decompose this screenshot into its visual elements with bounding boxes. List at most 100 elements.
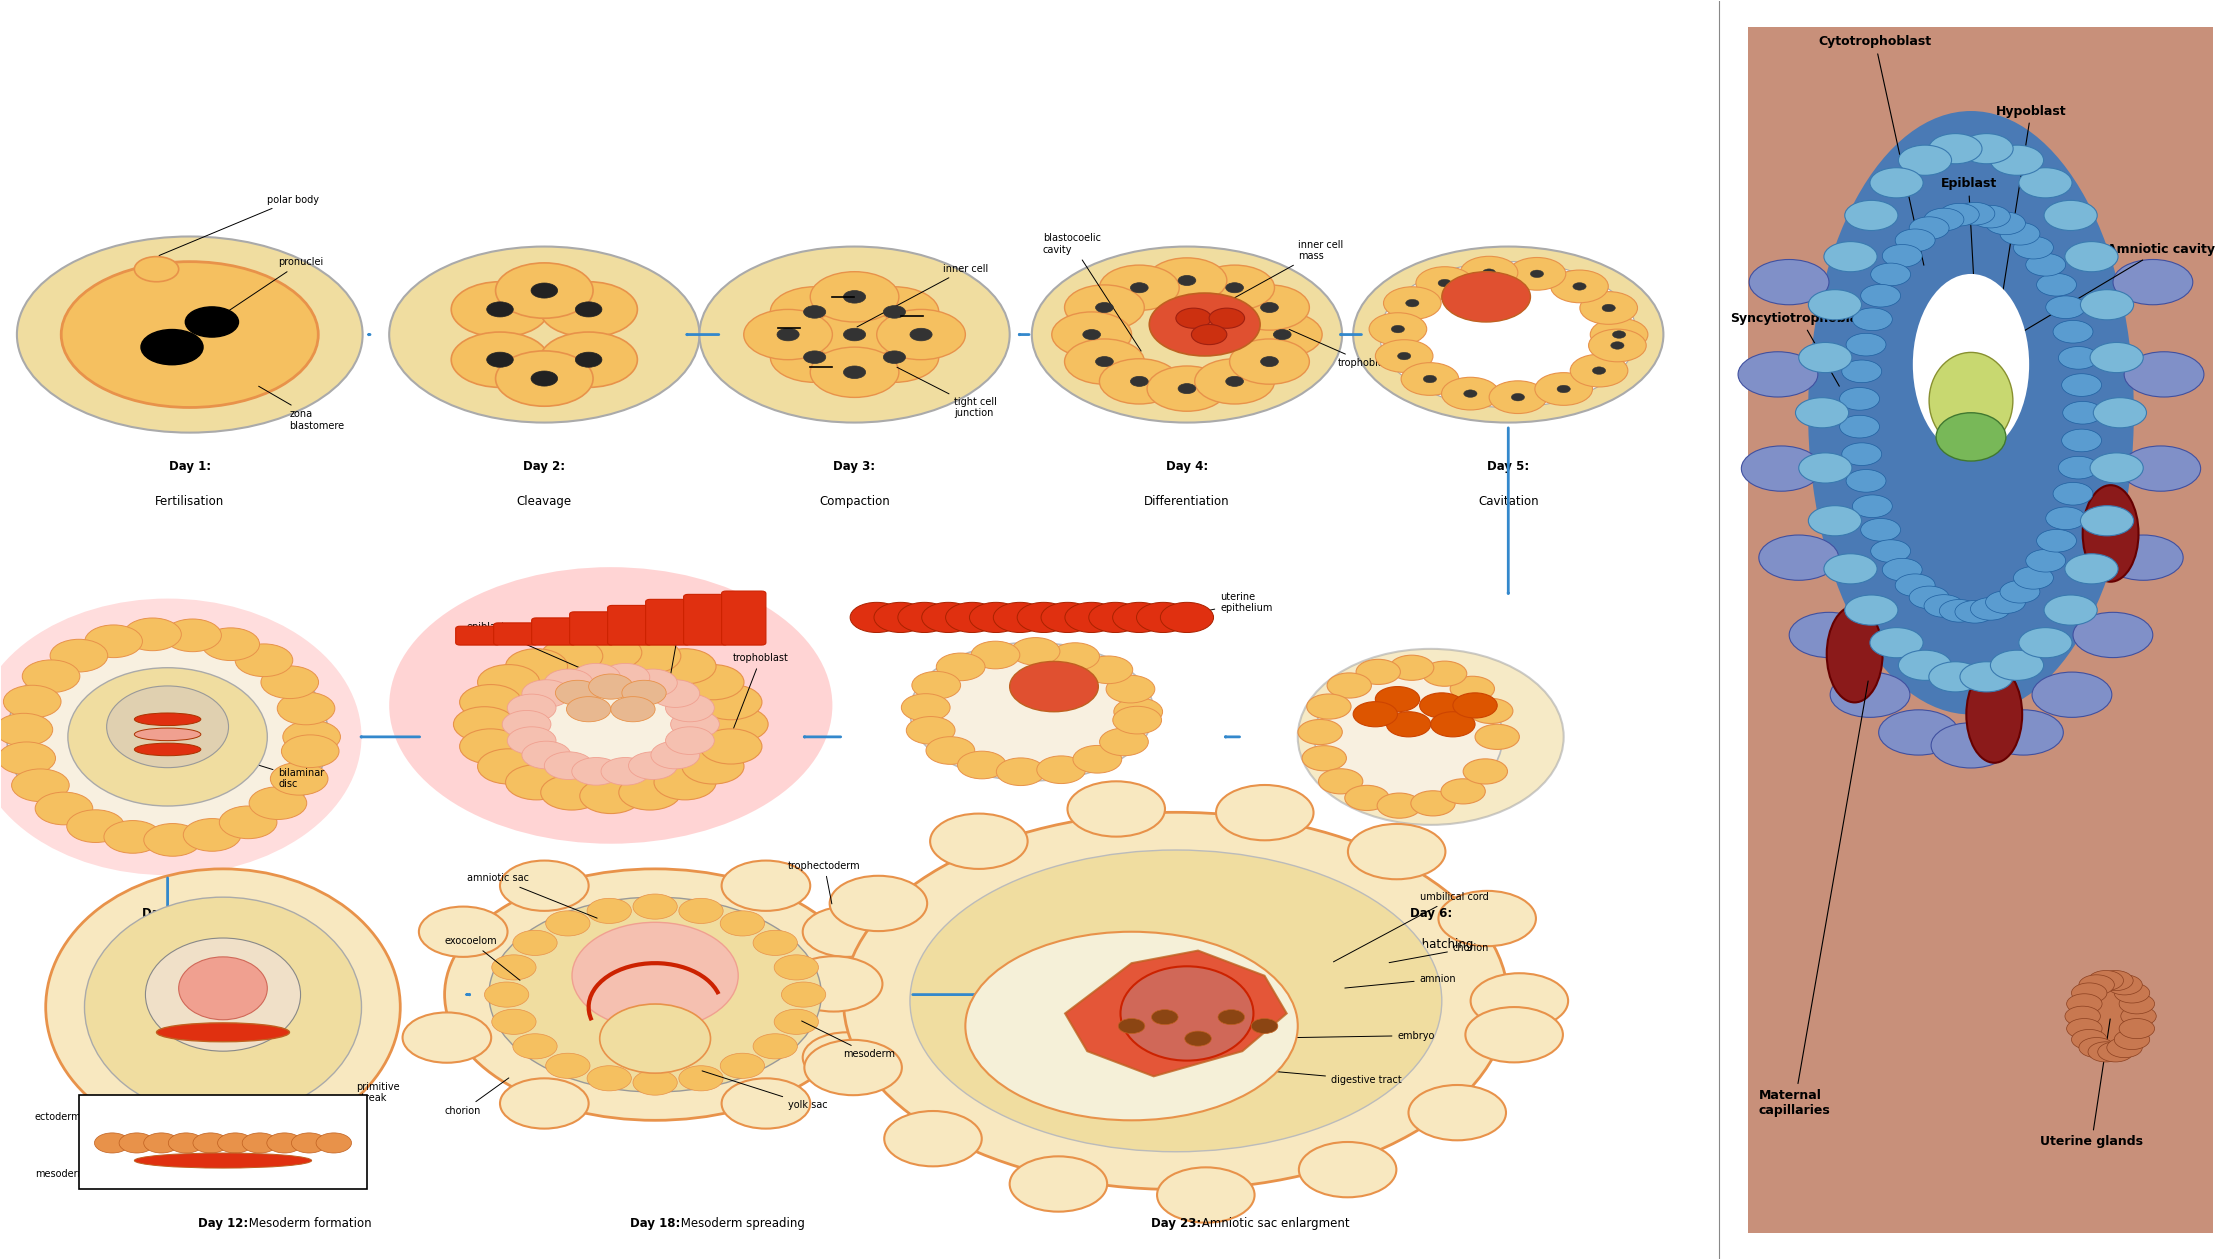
Circle shape	[1512, 393, 1525, 401]
Circle shape	[721, 861, 811, 911]
Circle shape	[876, 310, 965, 359]
Circle shape	[484, 982, 529, 1007]
Ellipse shape	[108, 685, 228, 767]
Circle shape	[403, 1013, 491, 1062]
Circle shape	[1557, 386, 1570, 393]
Ellipse shape	[134, 713, 202, 726]
Circle shape	[103, 820, 161, 853]
Circle shape	[1033, 247, 1342, 422]
Circle shape	[1230, 285, 1310, 330]
Circle shape	[1095, 357, 1113, 367]
Circle shape	[997, 759, 1046, 785]
Circle shape	[2045, 595, 2097, 625]
Circle shape	[753, 1033, 797, 1058]
Circle shape	[1131, 282, 1149, 292]
Text: Epiblast: Epiblast	[1940, 178, 1996, 396]
Circle shape	[2014, 237, 2054, 260]
Circle shape	[2079, 975, 2115, 995]
Circle shape	[2068, 994, 2101, 1014]
Text: Amniotic cavity: Amniotic cavity	[2012, 243, 2215, 339]
Text: uterine
epithelium: uterine epithelium	[1178, 591, 1272, 617]
Circle shape	[2119, 994, 2155, 1014]
Circle shape	[634, 895, 676, 919]
Circle shape	[22, 660, 81, 693]
Circle shape	[513, 1033, 558, 1058]
Circle shape	[506, 765, 567, 800]
Circle shape	[2108, 1037, 2141, 1057]
Text: Cavitation: Cavitation	[1478, 495, 1539, 509]
Circle shape	[540, 282, 638, 338]
Circle shape	[2045, 296, 2085, 319]
Circle shape	[2094, 398, 2146, 428]
Text: Day 23:: Day 23:	[1151, 1217, 1201, 1230]
Ellipse shape	[146, 937, 300, 1051]
Text: ectoderm: ectoderm	[34, 1113, 121, 1142]
Circle shape	[1463, 389, 1476, 397]
Circle shape	[1113, 698, 1163, 726]
Text: Maternal
capillaries: Maternal capillaries	[1758, 680, 1868, 1118]
Text: amnion: amnion	[1344, 974, 1456, 988]
Ellipse shape	[571, 922, 739, 1029]
Circle shape	[699, 247, 1010, 422]
FancyBboxPatch shape	[607, 605, 652, 645]
Circle shape	[1149, 294, 1261, 355]
Circle shape	[1570, 354, 1628, 387]
Circle shape	[547, 1053, 589, 1079]
Circle shape	[1299, 1142, 1396, 1197]
Ellipse shape	[1120, 966, 1254, 1061]
Circle shape	[2079, 1037, 2115, 1057]
Circle shape	[2072, 612, 2153, 658]
Circle shape	[1051, 643, 1100, 670]
Circle shape	[1588, 329, 1646, 362]
Text: Zona hatching: Zona hatching	[1389, 937, 1474, 951]
Circle shape	[1147, 365, 1228, 411]
Ellipse shape	[1935, 413, 2005, 461]
FancyBboxPatch shape	[721, 591, 766, 645]
Circle shape	[629, 752, 676, 780]
Circle shape	[506, 649, 567, 684]
Circle shape	[1440, 779, 1485, 804]
Circle shape	[1991, 145, 2043, 175]
Circle shape	[1590, 319, 1649, 350]
Circle shape	[2059, 346, 2099, 369]
Circle shape	[2061, 374, 2101, 397]
Circle shape	[1870, 168, 1924, 198]
Circle shape	[1176, 309, 1212, 329]
Text: Day 12:: Day 12:	[197, 1217, 249, 1230]
Circle shape	[164, 619, 222, 651]
Circle shape	[1073, 746, 1122, 774]
Circle shape	[2000, 581, 2041, 604]
Circle shape	[522, 741, 571, 769]
Circle shape	[1185, 1031, 1212, 1046]
Circle shape	[2119, 1018, 2155, 1038]
Ellipse shape	[1913, 273, 2029, 455]
Text: umbilical cord: umbilical cord	[1333, 892, 1487, 961]
Circle shape	[1870, 263, 1911, 286]
Circle shape	[500, 861, 589, 911]
Circle shape	[1053, 312, 1131, 357]
Circle shape	[936, 653, 986, 680]
Circle shape	[1398, 353, 1411, 360]
Circle shape	[1897, 145, 1951, 175]
Circle shape	[1375, 340, 1434, 373]
Circle shape	[1508, 257, 1566, 290]
Circle shape	[1929, 662, 1982, 692]
Circle shape	[600, 664, 650, 690]
Text: exocoelom: exocoelom	[444, 936, 520, 980]
Text: mesoderm: mesoderm	[802, 1021, 896, 1060]
Circle shape	[679, 898, 724, 924]
Circle shape	[1454, 693, 1496, 718]
Text: Compaction: Compaction	[820, 495, 889, 509]
Circle shape	[1449, 677, 1494, 702]
Text: bilaminar
disc: bilaminar disc	[211, 750, 325, 789]
Circle shape	[316, 1133, 352, 1153]
Circle shape	[1178, 276, 1196, 286]
Circle shape	[992, 602, 1046, 633]
Circle shape	[665, 694, 715, 722]
Circle shape	[1908, 586, 1949, 609]
Circle shape	[571, 664, 620, 690]
Circle shape	[802, 907, 892, 956]
Circle shape	[600, 757, 650, 785]
Circle shape	[1369, 312, 1427, 345]
Circle shape	[506, 727, 556, 755]
